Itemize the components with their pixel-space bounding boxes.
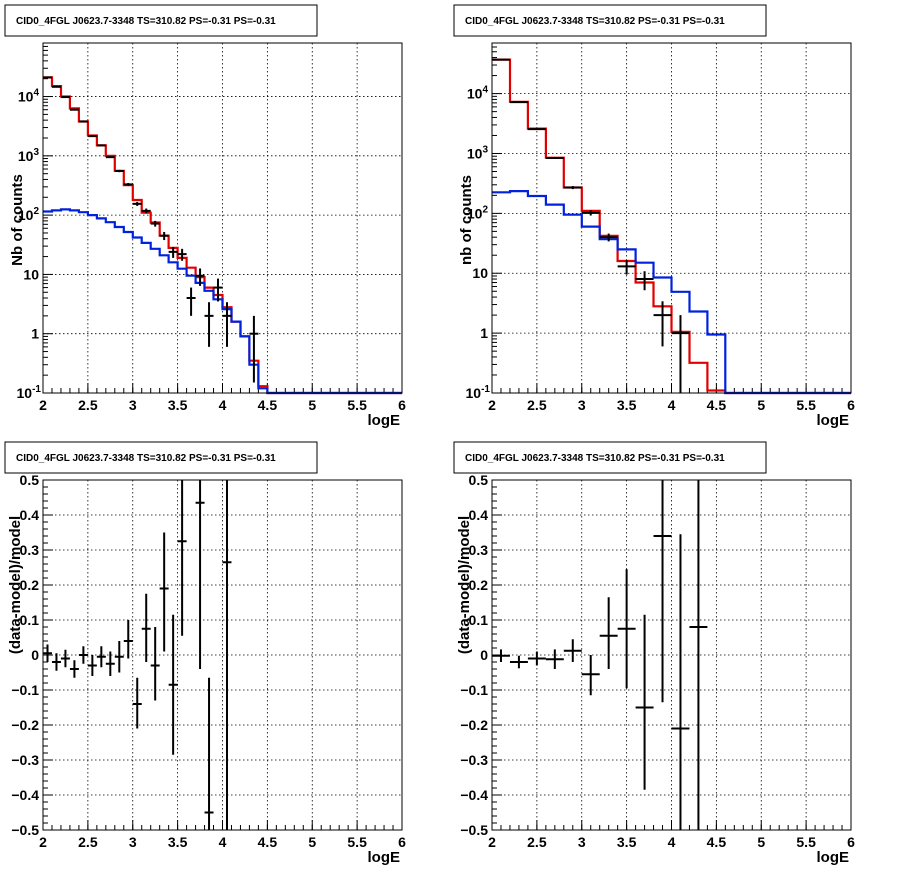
y-tick-label: 0.5 — [469, 472, 489, 488]
pad-title-box — [453, 4, 767, 37]
x-tick-label: 5.5 — [347, 397, 367, 413]
y-tick-label: 103 — [18, 147, 40, 164]
y-tick-label: 0 — [31, 647, 39, 663]
x-tick-label: 5.5 — [796, 397, 816, 413]
pad-title-box — [4, 441, 318, 474]
y-tick-label: −0.3 — [460, 752, 488, 768]
x-tick-label: 5 — [757, 834, 765, 850]
y-tick-label: 0.2 — [20, 577, 40, 593]
y-tick-label: 1 — [480, 325, 488, 341]
x-tick-label: 4 — [668, 834, 676, 850]
panel-top-left: CID0_4FGL J0623.7-3348 TS=310.82 PS=-0.3… — [4, 4, 406, 429]
y-tick-label: 10-1 — [466, 384, 491, 401]
y-tick-label: −0.2 — [11, 717, 39, 733]
x-tick-label: 2.5 — [527, 834, 547, 850]
y-tick-label: 10-1 — [17, 384, 42, 401]
x-tick-label: 2 — [39, 834, 47, 850]
x-tick-label: 5.5 — [347, 834, 367, 850]
y-tick-label: 104 — [18, 88, 40, 105]
y-tick-label: −0.4 — [460, 787, 488, 803]
pad-title: CID0_4FGL J0623.7-3348 TS=310.82 PS=-0.3… — [16, 453, 276, 464]
x-tick-label: 5 — [308, 397, 316, 413]
y-tick-label: 10 — [472, 265, 488, 281]
y-tick-label: 102 — [18, 206, 40, 223]
x-tick-label: 3 — [578, 834, 586, 850]
x-tick-label: 3.5 — [617, 834, 637, 850]
panel-top-right: CID0_4FGL J0623.7-3348 TS=310.82 PS=-0.3… — [453, 4, 855, 429]
plot-frame — [42, 479, 403, 831]
y-axis-title: (data-model)/model — [456, 516, 473, 654]
plot-frame — [42, 42, 403, 394]
x-tick-label: 6 — [847, 834, 855, 850]
pad-title: CID0_4FGL J0623.7-3348 TS=310.82 PS=-0.3… — [465, 16, 725, 27]
x-tick-label: 4 — [219, 397, 227, 413]
plot-frame — [491, 42, 852, 394]
y-tick-label: −0.2 — [460, 717, 488, 733]
x-axis-title: logE — [817, 412, 850, 429]
pad-title-box — [453, 441, 767, 474]
pad-title-box — [4, 4, 318, 37]
pad-title: CID0_4FGL J0623.7-3348 TS=310.82 PS=-0.3… — [16, 16, 276, 27]
y-tick-label: 10 — [23, 266, 39, 282]
x-tick-label: 6 — [398, 834, 406, 850]
x-tick-label: 4.5 — [707, 834, 727, 850]
x-tick-label: 4.5 — [258, 834, 278, 850]
y-tick-label: −0.5 — [460, 822, 488, 838]
x-tick-label: 2.5 — [527, 397, 547, 413]
y-tick-label: 0.3 — [469, 542, 489, 558]
y-tick-label: −0.1 — [11, 682, 39, 698]
x-tick-label: 4.5 — [258, 397, 278, 413]
x-tick-label: 3 — [129, 834, 137, 850]
y-tick-label: 0.1 — [20, 612, 40, 628]
y-tick-label: −0.3 — [11, 752, 39, 768]
x-axis-title: logE — [368, 849, 401, 866]
y-tick-label: 0.3 — [20, 542, 40, 558]
y-tick-label: 102 — [467, 204, 489, 221]
x-tick-label: 2.5 — [78, 834, 98, 850]
plot-frame — [491, 479, 852, 831]
x-tick-label: 4 — [219, 834, 227, 850]
x-tick-label: 4.5 — [707, 397, 727, 413]
x-tick-label: 4 — [668, 397, 676, 413]
y-tick-label: 0 — [480, 647, 488, 663]
y-axis-title: (data-model)/model — [7, 516, 24, 654]
x-tick-label: 2 — [488, 834, 496, 850]
y-tick-label: 103 — [467, 144, 489, 161]
y-tick-label: 0.4 — [469, 507, 489, 523]
x-tick-label: 2 — [488, 397, 496, 413]
y-tick-label: 104 — [467, 85, 489, 102]
x-tick-label: 3.5 — [617, 397, 637, 413]
y-tick-label: −0.5 — [11, 822, 39, 838]
y-tick-label: −0.4 — [11, 787, 39, 803]
x-axis-title: logE — [817, 849, 850, 866]
y-axis-title: nb of counts — [458, 175, 475, 265]
x-tick-label: 3 — [578, 397, 586, 413]
y-tick-label: 0.5 — [20, 472, 40, 488]
panel-bottom-left: CID0_4FGL J0623.7-3348 TS=310.82 PS=-0.3… — [4, 441, 406, 866]
x-tick-label: 2.5 — [78, 397, 98, 413]
y-tick-label: −0.1 — [460, 682, 488, 698]
x-tick-label: 6 — [847, 397, 855, 413]
x-tick-label: 3.5 — [168, 397, 188, 413]
x-tick-label: 3 — [129, 397, 137, 413]
x-tick-label: 3.5 — [168, 834, 188, 850]
y-tick-label: 0.1 — [469, 612, 489, 628]
pad-title: CID0_4FGL J0623.7-3348 TS=310.82 PS=-0.3… — [465, 453, 725, 464]
y-tick-label: 1 — [31, 326, 39, 342]
x-tick-label: 2 — [39, 397, 47, 413]
panel-bottom-right: CID0_4FGL J0623.7-3348 TS=310.82 PS=-0.3… — [453, 441, 855, 866]
y-tick-label: 0.2 — [469, 577, 489, 593]
x-tick-label: 5 — [757, 397, 765, 413]
x-axis-title: logE — [368, 412, 401, 429]
y-axis-title: Nb of counts — [9, 174, 26, 266]
y-tick-label: 0.4 — [20, 507, 40, 523]
x-tick-label: 5 — [308, 834, 316, 850]
x-tick-label: 5.5 — [796, 834, 816, 850]
x-tick-label: 6 — [398, 397, 406, 413]
